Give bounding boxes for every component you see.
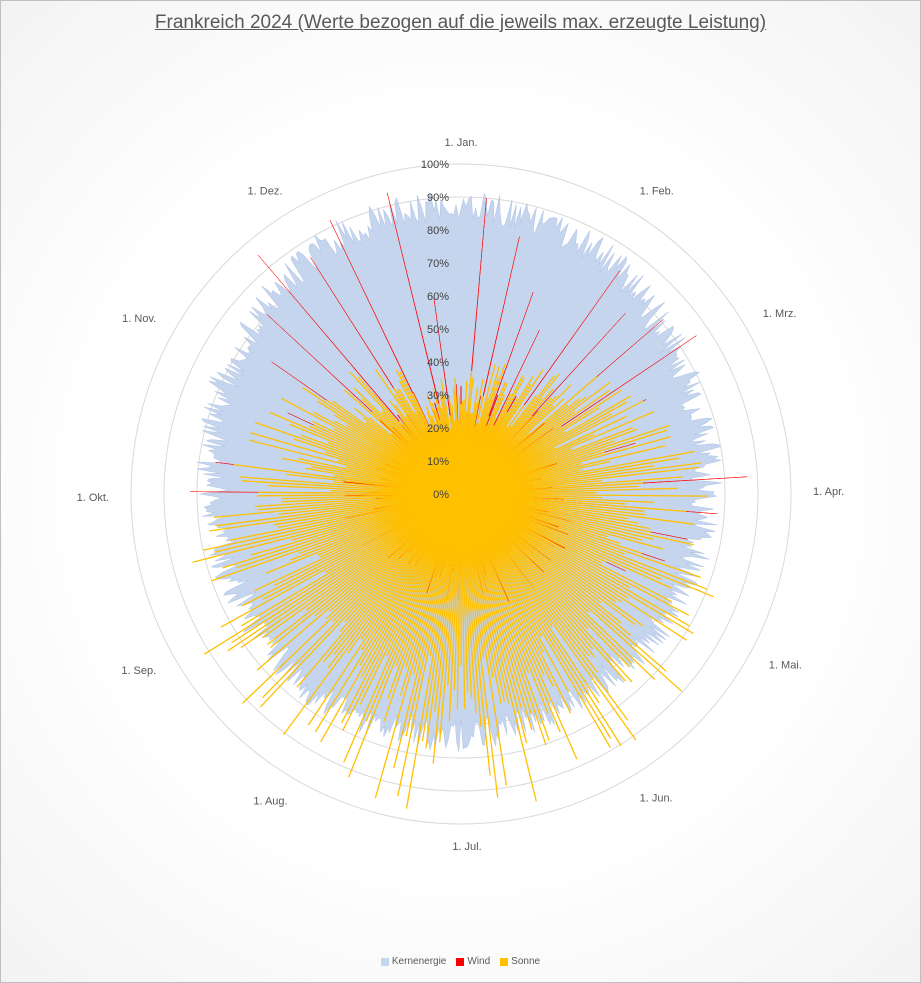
sonne-day: [260, 493, 462, 708]
sonne-day: [460, 493, 637, 741]
category-label: 1. Jan.: [444, 137, 477, 149]
radial-tick-label: 90%: [427, 192, 449, 204]
sonne-day: [460, 493, 508, 786]
radial-tick-label: 10%: [427, 456, 449, 468]
category-label: 1. Jul.: [452, 841, 481, 853]
radial-tick-label: 20%: [427, 423, 449, 435]
category-labels: 1. Jan. 1. Feb. 1. Mrz. 1. Apr. 1. Mai. 1. Ju…: [77, 137, 845, 853]
category-label: 1. Apr.: [813, 486, 844, 498]
sonne-day: [460, 493, 491, 776]
sonne-day: [227, 493, 462, 652]
sonne-day: [203, 493, 462, 655]
legend-label-kernenergie: Kernenergie: [391, 956, 447, 967]
sonne-day: [460, 493, 629, 721]
category-label: 1. Jun.: [640, 792, 673, 804]
sonne-day: [282, 493, 462, 736]
radial-tick-label: 70%: [427, 258, 449, 270]
radial-tick-label: 80%: [427, 225, 449, 237]
radial-tick-labels: 0% 10% 20% 30% 40% 50% 60% 70% 80% 90% 100%: [421, 159, 449, 501]
legend-label-wind: Wind: [467, 956, 491, 967]
grid-ring-100: [130, 163, 792, 825]
sonne-day: [347, 493, 462, 778]
legend-item-sonne: Sonne: [500, 956, 540, 967]
legend: Kernenergie Wind Sonne: [0, 956, 921, 967]
sonne-day: [261, 493, 462, 699]
legend-swatch-kernenergie: [380, 957, 389, 966]
sonne-day: [393, 493, 462, 769]
radial-tick-label: 30%: [427, 390, 449, 402]
radial-tick-label: 60%: [427, 291, 449, 303]
radial-tick-label: 50%: [427, 324, 449, 336]
sonne-day: [460, 493, 578, 760]
grid-ring-90: [163, 196, 759, 792]
category-label: 1. Aug.: [253, 795, 287, 807]
sonne-day: [397, 493, 462, 797]
sonne-day: [343, 493, 462, 763]
sonne-core: [414, 447, 508, 541]
legend-item-kernenergie: Kernenergie: [380, 956, 447, 967]
sonne-day: [460, 493, 612, 739]
sonne-day: [460, 493, 683, 692]
radial-tick-label: 40%: [427, 357, 449, 369]
radial-tick-label: 100%: [421, 159, 449, 171]
category-label: 1. Feb.: [640, 186, 674, 198]
sonne-day: [405, 493, 462, 809]
chart-title: Frankreich 2024 (Werte bezogen auf die j…: [154, 12, 767, 33]
sonne-day: [374, 493, 462, 799]
sonne-day: [320, 493, 462, 743]
legend-swatch-wind: [456, 957, 465, 966]
category-label: 1. Okt.: [77, 492, 109, 504]
legend-item-wind: Wind: [456, 956, 490, 967]
radial-tick-label: 0%: [433, 489, 449, 501]
legend-swatch-sonne: [500, 957, 509, 966]
legend-label-sonne: Sonne: [511, 956, 541, 967]
series-sonne: [192, 363, 714, 809]
sonne-day: [460, 493, 622, 747]
category-label: 1. Sep.: [121, 665, 156, 677]
sonne-day: [460, 493, 537, 802]
sonne-day: [314, 493, 462, 733]
sonne-day: [460, 493, 499, 798]
category-label: 1. Nov.: [122, 313, 156, 325]
sonne-day: [460, 493, 611, 748]
category-label: 1. Dez.: [248, 186, 283, 198]
category-label: 1. Mai.: [769, 660, 802, 672]
sonne-day: [241, 493, 462, 704]
category-label: 1. Mrz.: [763, 308, 797, 320]
